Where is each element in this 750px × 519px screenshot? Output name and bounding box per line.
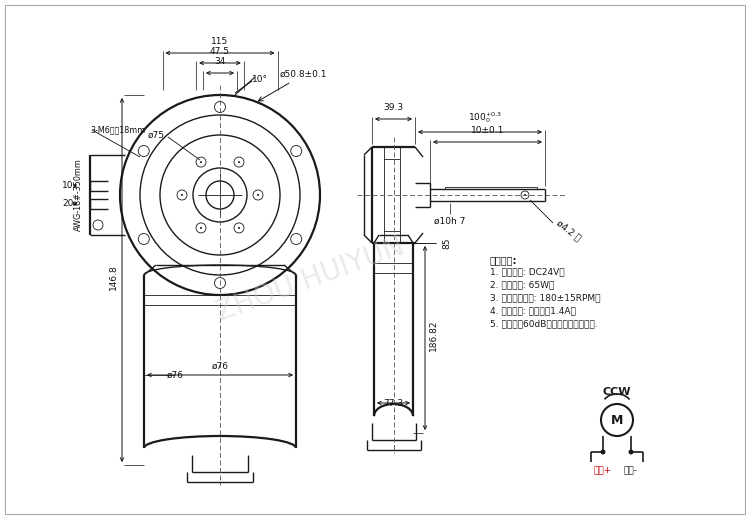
Text: 2. 额定功率: 65W；: 2. 额定功率: 65W； — [490, 280, 554, 289]
Text: 5. 噪音小于60dB，并无明显异常噪音.: 5. 噪音小于60dB，并无明显异常噪音. — [490, 319, 598, 328]
Text: 10°: 10° — [252, 75, 268, 85]
Text: 红色+: 红色+ — [594, 466, 612, 475]
Text: ø76: ø76 — [166, 371, 184, 379]
Text: 技术要求:: 技术要求: — [490, 255, 518, 265]
Text: 20: 20 — [62, 199, 74, 209]
Text: 186.82: 186.82 — [429, 320, 438, 351]
Text: AWG-18#-350mm: AWG-18#-350mm — [74, 159, 82, 231]
Text: ø75: ø75 — [148, 130, 165, 140]
Circle shape — [628, 449, 634, 455]
Text: 77.3: 77.3 — [383, 399, 404, 408]
Text: 3. 输出空载转速: 180±15RPM；: 3. 输出空载转速: 180±15RPM； — [490, 293, 601, 302]
Text: ø50.8±0.1: ø50.8±0.1 — [258, 70, 328, 101]
Circle shape — [524, 194, 526, 196]
Text: 34: 34 — [214, 57, 226, 66]
Text: 85: 85 — [442, 237, 451, 249]
Circle shape — [238, 161, 240, 163]
Circle shape — [200, 161, 202, 163]
Text: 4. 空载电流: 小于等于1.4A；: 4. 空载电流: 小于等于1.4A； — [490, 306, 576, 315]
Text: 黑色-: 黑色- — [624, 466, 638, 475]
Text: ø76: ø76 — [211, 362, 229, 371]
Text: 100$^{+0.3}_{0}$: 100$^{+0.3}_{0}$ — [468, 110, 502, 125]
Circle shape — [601, 449, 605, 455]
Text: CCW: CCW — [603, 387, 632, 397]
Circle shape — [181, 194, 183, 196]
Circle shape — [200, 227, 202, 229]
Text: 39.3: 39.3 — [383, 103, 404, 112]
Text: ø10h 7: ø10h 7 — [434, 217, 466, 226]
Text: 10±0.1: 10±0.1 — [471, 126, 504, 135]
Text: 146.8: 146.8 — [109, 265, 118, 290]
Text: 3-M6丝深18mm: 3-M6丝深18mm — [90, 126, 146, 134]
Text: ZHOU HUIYUN: ZHOU HUIYUN — [212, 233, 408, 327]
Text: M: M — [610, 414, 623, 427]
Text: 47.5: 47.5 — [210, 47, 230, 56]
Text: 10: 10 — [62, 182, 74, 190]
Text: 1. 额定电压: DC24V；: 1. 额定电压: DC24V； — [490, 267, 565, 276]
Circle shape — [238, 227, 240, 229]
Text: ø4.2 通: ø4.2 通 — [555, 218, 583, 242]
Circle shape — [257, 194, 259, 196]
Text: 115: 115 — [211, 37, 229, 46]
